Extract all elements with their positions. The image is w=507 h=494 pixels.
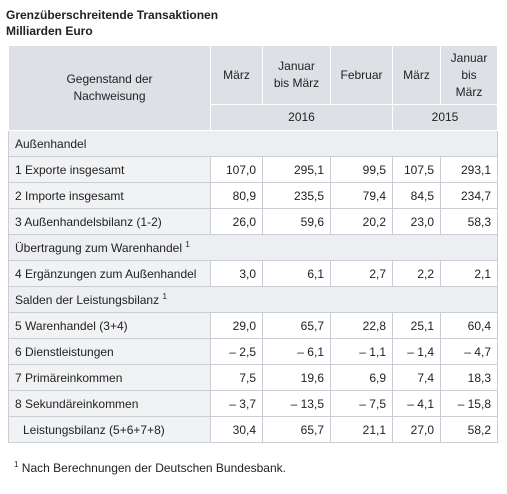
value-cell: 19,6 bbox=[262, 364, 331, 391]
year-row: 2016 2015 bbox=[9, 104, 498, 131]
table: Gegenstand der Nachweisung März Januar bis… bbox=[8, 45, 498, 443]
value-cell: – 4,7 bbox=[440, 338, 498, 365]
row-label: 7 Primäreinkommen bbox=[8, 364, 211, 391]
value-cell: 29,0 bbox=[210, 312, 263, 339]
data-row: 1 Exporte insgesamt 107,0 295,1 99,5 107,5 29… bbox=[8, 156, 498, 183]
footnote-ref: 1 bbox=[162, 292, 167, 301]
value-cell: – 2,5 bbox=[210, 338, 263, 365]
value-cell: 25,1 bbox=[392, 312, 441, 339]
section-cell: Außenhandel bbox=[8, 130, 498, 157]
column-header: Januar bis März bbox=[440, 45, 498, 105]
row-label: 2 Importe insgesamt bbox=[8, 182, 211, 209]
value-cell: – 1,4 bbox=[392, 338, 441, 365]
value-cell: 7,4 bbox=[392, 364, 441, 391]
data-row: 4 Ergänzungen zum Außenhandel 3,0 6,1 2,7 2,… bbox=[8, 260, 498, 287]
value-cell: 2,2 bbox=[392, 260, 441, 287]
value-cell: 80,9 bbox=[210, 182, 263, 209]
value-cell: 84,5 bbox=[392, 182, 441, 209]
section-name: Salden der Leistungsbilanz bbox=[15, 293, 160, 307]
data-row: 8 Sekundäreinkommen – 3,7– 13,5– 7,5– 4,1… bbox=[8, 390, 498, 417]
row-label: 1 Exporte insgesamt bbox=[8, 156, 211, 183]
column-header: März bbox=[392, 45, 441, 105]
value-cell: 23,0 bbox=[392, 208, 441, 235]
value-cell: 60,4 bbox=[440, 312, 498, 339]
value-cell: 3,0 bbox=[210, 260, 263, 287]
section-cell: Salden der Leistungsbilanz 1 bbox=[8, 286, 498, 313]
footnote-ref: 1 bbox=[185, 240, 190, 249]
section-name: Außenhandel bbox=[15, 136, 87, 151]
row-label: 3 Außenhandelsbilanz (1-2) bbox=[8, 208, 211, 235]
value-cell: 18,3 bbox=[440, 364, 498, 391]
value-cell: 65,7 bbox=[262, 312, 331, 339]
value-cell: 99,5 bbox=[330, 156, 393, 183]
header-row: Gegenstand der Nachweisung März Januar bis… bbox=[8, 45, 498, 131]
value-cell: 27,0 bbox=[392, 416, 441, 443]
data-row: 7 Primäreinkommen 7,5 19,6 6,9 7,4 18,3 bbox=[8, 364, 498, 391]
value-cell: 7,5 bbox=[210, 364, 263, 391]
data-row: Leistungsbilanz (5+6+7+8) 30,4 65,7 21,1 27,… bbox=[8, 416, 498, 443]
year: 2015 bbox=[392, 104, 498, 131]
value-cell: 235,5 bbox=[262, 182, 331, 209]
data-row: 6 Dienstleistungen – 2,5– 6,1– 1,1– 1,4– … bbox=[8, 338, 498, 365]
value-cell: – 13,5 bbox=[262, 390, 331, 417]
value-cell: 58,2 bbox=[440, 416, 498, 443]
value-cell: 6,1 bbox=[262, 260, 331, 287]
section-row: Übertragung zum Warenhandel 1 bbox=[8, 234, 498, 261]
value-cell: 6,9 bbox=[330, 364, 393, 391]
footnote: 1 Nach Berechnungen der Deutschen Bundes… bbox=[14, 460, 286, 475]
value-cell: 20,2 bbox=[330, 208, 393, 235]
column-header: März bbox=[210, 45, 263, 105]
value-cell: 2,7 bbox=[330, 260, 393, 287]
value-cell: – 7,5 bbox=[330, 390, 393, 417]
row-label: Leistungsbilanz (5+6+7+8) bbox=[8, 416, 211, 443]
column-header: Januar bis März bbox=[262, 45, 331, 105]
value-cell: 79,4 bbox=[330, 182, 393, 209]
section-cell: Übertragung zum Warenhandel 1 bbox=[8, 234, 498, 261]
header-label: Gegenstand der Nachweisung bbox=[8, 45, 211, 131]
footnote-text: Nach Berechnungen der Deutschen Bundesba… bbox=[21, 461, 286, 475]
value-cell: – 3,7 bbox=[210, 390, 263, 417]
value-cell: 293,1 bbox=[440, 156, 498, 183]
data-row: 3 Außenhandelsbilanz (1-2) 26,0 59,6 20,2 23… bbox=[8, 208, 498, 235]
value-cell: – 15,8 bbox=[440, 390, 498, 417]
value-cell: 26,0 bbox=[210, 208, 263, 235]
value-cell: 59,6 bbox=[262, 208, 331, 235]
row-label: 8 Sekundäreinkommen bbox=[8, 390, 211, 417]
subtitle: Milliarden Euro bbox=[6, 24, 93, 38]
year: 2016 bbox=[210, 104, 393, 131]
value-cell: – 1,1 bbox=[330, 338, 393, 365]
column-header: Februar bbox=[330, 45, 393, 105]
value-cell: – 6,1 bbox=[262, 338, 331, 365]
value-cell: 107,0 bbox=[210, 156, 263, 183]
value-cell: 107,5 bbox=[392, 156, 441, 183]
value-cell: 234,7 bbox=[440, 182, 498, 209]
value-cell: 21,1 bbox=[330, 416, 393, 443]
value-cell: 2,1 bbox=[440, 260, 498, 287]
value-cell: – 4,1 bbox=[392, 390, 441, 417]
footnote-marker: 1 bbox=[14, 460, 19, 469]
row-label: 4 Ergänzungen zum Außenhandel bbox=[8, 260, 211, 287]
value-cell: 22,8 bbox=[330, 312, 393, 339]
section-row: Salden der Leistungsbilanz 1 bbox=[8, 286, 498, 313]
row-label: 6 Dienstleistungen bbox=[8, 338, 211, 365]
data-row: 5 Warenhandel (3+4) 29,0 65,7 22,8 25,1 60,4 bbox=[8, 312, 498, 339]
data-row: 2 Importe insgesamt 80,9 235,5 79,4 84,5 234,… bbox=[8, 182, 498, 209]
row-label: 5 Warenhandel (3+4) bbox=[8, 312, 211, 339]
value-cell: 58,3 bbox=[440, 208, 498, 235]
title: Grenzüberschreitende Transaktionen bbox=[6, 8, 219, 22]
value-cell: 65,7 bbox=[262, 416, 331, 443]
value-cell: 30,4 bbox=[210, 416, 263, 443]
section-name: Übertragung zum Warenhandel bbox=[15, 241, 182, 255]
section-row: Außenhandel bbox=[8, 130, 498, 157]
value-cell: 295,1 bbox=[262, 156, 331, 183]
